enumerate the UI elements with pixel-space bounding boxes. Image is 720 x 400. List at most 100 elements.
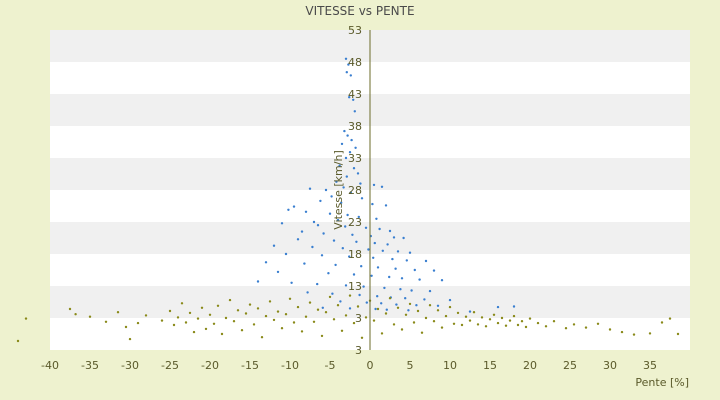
data-point (244, 312, 248, 315)
data-point (316, 308, 320, 311)
data-point (232, 320, 236, 323)
data-point (292, 321, 296, 324)
data-point (324, 311, 328, 314)
data-point (336, 218, 340, 222)
data-point (276, 270, 280, 274)
data-point (252, 323, 256, 326)
data-point (264, 314, 268, 318)
data-point (464, 315, 468, 318)
data-point (383, 286, 386, 290)
data-point (596, 322, 600, 325)
data-point (168, 309, 172, 313)
data-point (488, 318, 492, 321)
data-point (236, 309, 240, 312)
data-point (287, 208, 290, 211)
data-point (460, 323, 464, 327)
data-point (124, 325, 128, 329)
data-point (224, 316, 228, 320)
data-point (386, 243, 389, 246)
data-point (392, 323, 396, 326)
data-point (468, 310, 472, 313)
data-point (436, 304, 440, 307)
data-point (348, 255, 351, 258)
data-point (508, 319, 512, 322)
data-point (484, 325, 488, 328)
data-point (480, 316, 484, 319)
data-point (128, 337, 132, 341)
data-point (552, 320, 556, 323)
data-point (348, 294, 352, 297)
data-point (452, 322, 456, 325)
x-tick-label: 10 (443, 359, 457, 372)
x-tick-label: 15 (483, 359, 497, 372)
data-point (415, 304, 418, 307)
data-point (418, 278, 421, 281)
data-point (290, 281, 293, 284)
x-axis-label: Pente [%] (635, 376, 689, 389)
data-point (300, 330, 304, 333)
data-point (376, 295, 379, 298)
y-tick-label: 13 (348, 280, 362, 293)
data-point (351, 233, 354, 236)
data-point (528, 317, 532, 320)
data-point (16, 339, 20, 343)
data-point (360, 197, 364, 200)
data-point (116, 311, 120, 314)
data-point (544, 325, 548, 328)
data-point (332, 318, 336, 321)
data-point (356, 172, 360, 175)
data-point (456, 311, 460, 315)
data-point (396, 306, 400, 309)
data-point (350, 138, 353, 142)
x-tick-label: 30 (603, 359, 617, 372)
data-point (357, 215, 360, 219)
data-point (272, 318, 276, 322)
data-point (564, 327, 568, 330)
data-point (208, 313, 212, 316)
data-point (352, 167, 356, 170)
data-point (288, 297, 292, 300)
data-point (496, 305, 500, 309)
data-point (370, 274, 373, 277)
data-point (312, 320, 316, 323)
data-point (380, 332, 384, 335)
data-point (405, 259, 408, 262)
data-point (136, 321, 140, 325)
data-point (334, 263, 337, 267)
data-point (296, 305, 300, 309)
data-point (404, 297, 407, 300)
data-point (492, 313, 496, 316)
data-point (388, 229, 392, 233)
data-point (440, 326, 444, 329)
data-point (432, 320, 436, 323)
y-tick-label: 23 (348, 216, 362, 229)
data-point (407, 309, 410, 312)
data-point (388, 297, 392, 300)
data-point (332, 239, 336, 242)
data-point (384, 312, 388, 315)
data-point (312, 220, 316, 224)
x-tick-label: -40 (41, 359, 59, 372)
data-point (496, 321, 500, 325)
x-tick-label: 20 (523, 359, 537, 372)
data-point (388, 275, 391, 279)
y-tick-label: 33 (348, 152, 362, 165)
data-point (371, 202, 374, 206)
data-point (676, 332, 680, 336)
data-point (572, 323, 576, 326)
data-point (176, 316, 180, 319)
data-point (584, 326, 588, 329)
data-point (353, 110, 356, 113)
data-point (280, 222, 284, 225)
data-point (340, 142, 344, 146)
data-point (476, 323, 480, 326)
data-point (188, 311, 192, 315)
data-point (300, 230, 304, 233)
data-point (212, 322, 216, 325)
data-point (620, 330, 624, 334)
data-point (440, 279, 444, 282)
data-point (341, 247, 344, 250)
data-point (256, 280, 260, 283)
data-point (412, 321, 416, 324)
